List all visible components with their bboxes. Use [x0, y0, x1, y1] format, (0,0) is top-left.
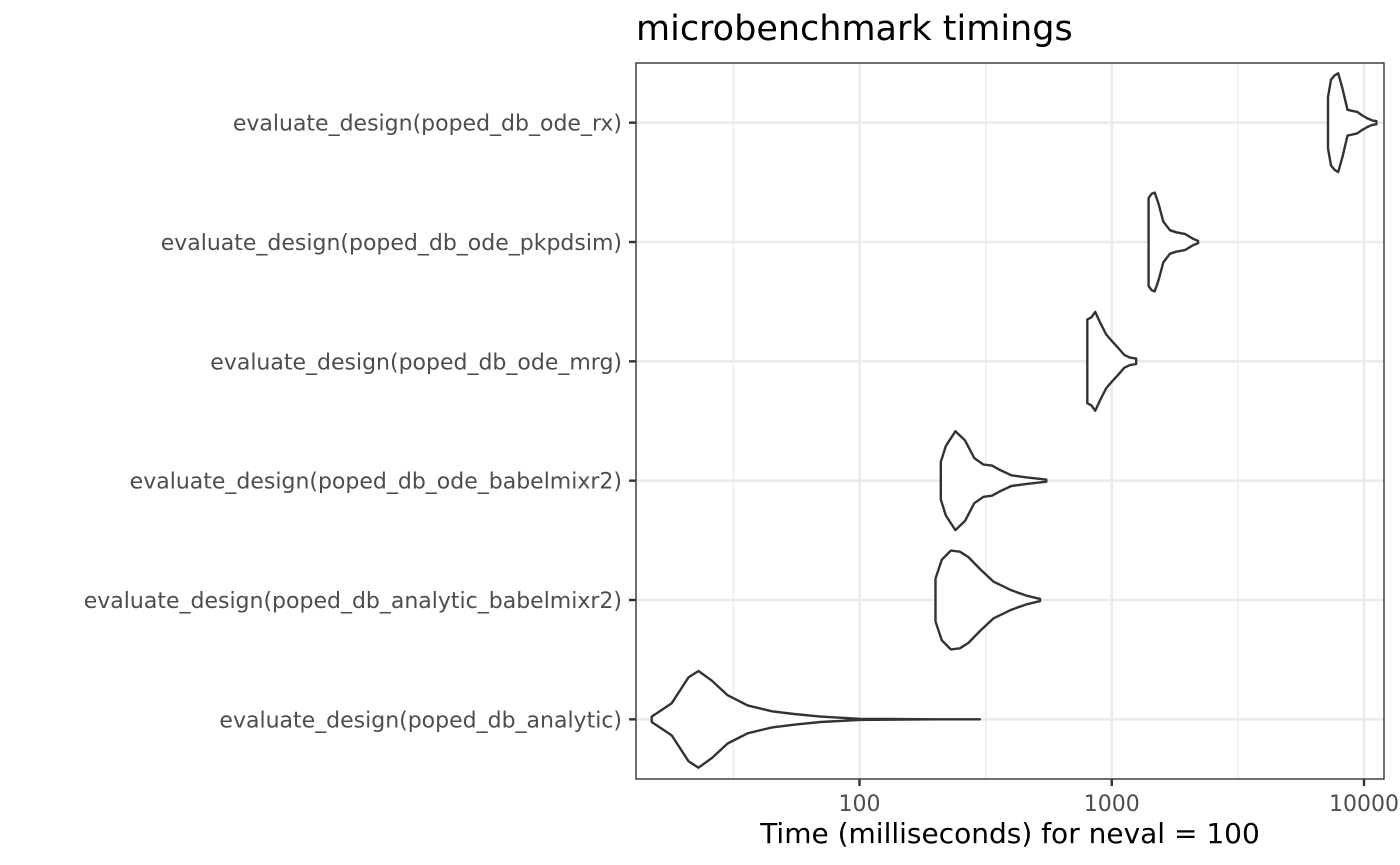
violin-2 — [939, 430, 1048, 532]
violin-0 — [650, 669, 982, 769]
panel-border — [635, 62, 1385, 780]
violin-5 — [1326, 72, 1378, 174]
violin-4 — [1147, 191, 1200, 293]
y-axis: evaluate_design(poped_db_analytic) evalua… — [84, 112, 636, 733]
y-tick-label: evaluate_design(poped_db_analytic_babelm… — [84, 589, 622, 614]
x-axis-label: Time (milliseconds) for neval = 100 — [759, 817, 1260, 850]
violin-3 — [1086, 310, 1138, 412]
x-tick-label: 10000 — [1329, 792, 1399, 817]
y-tick-label: evaluate_design(poped_db_ode_rx) — [233, 112, 622, 137]
y-tick-label: evaluate_design(poped_db_ode_mrg) — [210, 350, 622, 375]
major-grid — [636, 63, 1384, 779]
x-axis: 100 1000 10000 — [839, 779, 1399, 817]
chart-title: microbenchmark timings — [636, 9, 1073, 49]
minor-grid — [732, 63, 1239, 779]
violin-layer — [650, 72, 1378, 769]
y-tick-label: evaluate_design(poped_db_ode_babelmixr2) — [130, 470, 622, 495]
x-tick-label: 1000 — [1084, 792, 1140, 817]
y-tick-label: evaluate_design(poped_db_analytic) — [219, 708, 622, 733]
violin-1 — [934, 549, 1042, 651]
x-tick-label: 100 — [839, 792, 881, 817]
y-tick-label: evaluate_design(poped_db_ode_pkpdsim) — [161, 231, 622, 256]
